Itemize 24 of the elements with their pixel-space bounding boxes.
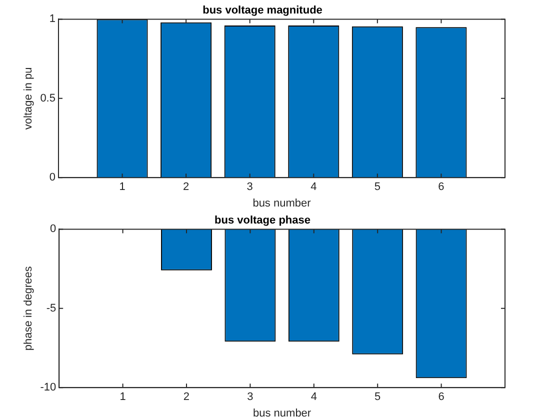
- y-tick-label: -10: [40, 382, 56, 394]
- x-tick-label: 6: [438, 181, 444, 194]
- y-axis-title: voltage in pu: [22, 67, 35, 130]
- x-tick-label: 4: [310, 181, 317, 194]
- y-tick-label: 1: [49, 13, 56, 26]
- y-tick-label: -5: [46, 302, 56, 314]
- chart-title: bus voltage phase: [214, 214, 310, 227]
- x-tick-label: 4: [310, 391, 317, 404]
- x-tick-label: 5: [374, 181, 380, 194]
- x-tick-label: 1: [119, 181, 126, 194]
- x-tick-label: 5: [374, 391, 381, 404]
- x-tick-label: 3: [246, 181, 253, 194]
- y-axis-title: phase in degrees: [22, 266, 35, 351]
- x-axis-title: bus number: [252, 197, 312, 210]
- x-tick-label: 2: [183, 391, 190, 404]
- y-tick-label: 0: [50, 223, 56, 236]
- y-tick-label: 0: [49, 172, 56, 184]
- x-tick-label: 1: [120, 391, 126, 404]
- y-tick-label: 0.5: [40, 92, 56, 104]
- x-tick-label: 6: [438, 391, 444, 404]
- x-tick-label: 3: [247, 391, 254, 404]
- x-tick-label: 2: [183, 181, 190, 194]
- x-axis-title: bus number: [253, 407, 312, 420]
- chart-title: bus voltage magnitude: [202, 4, 322, 17]
